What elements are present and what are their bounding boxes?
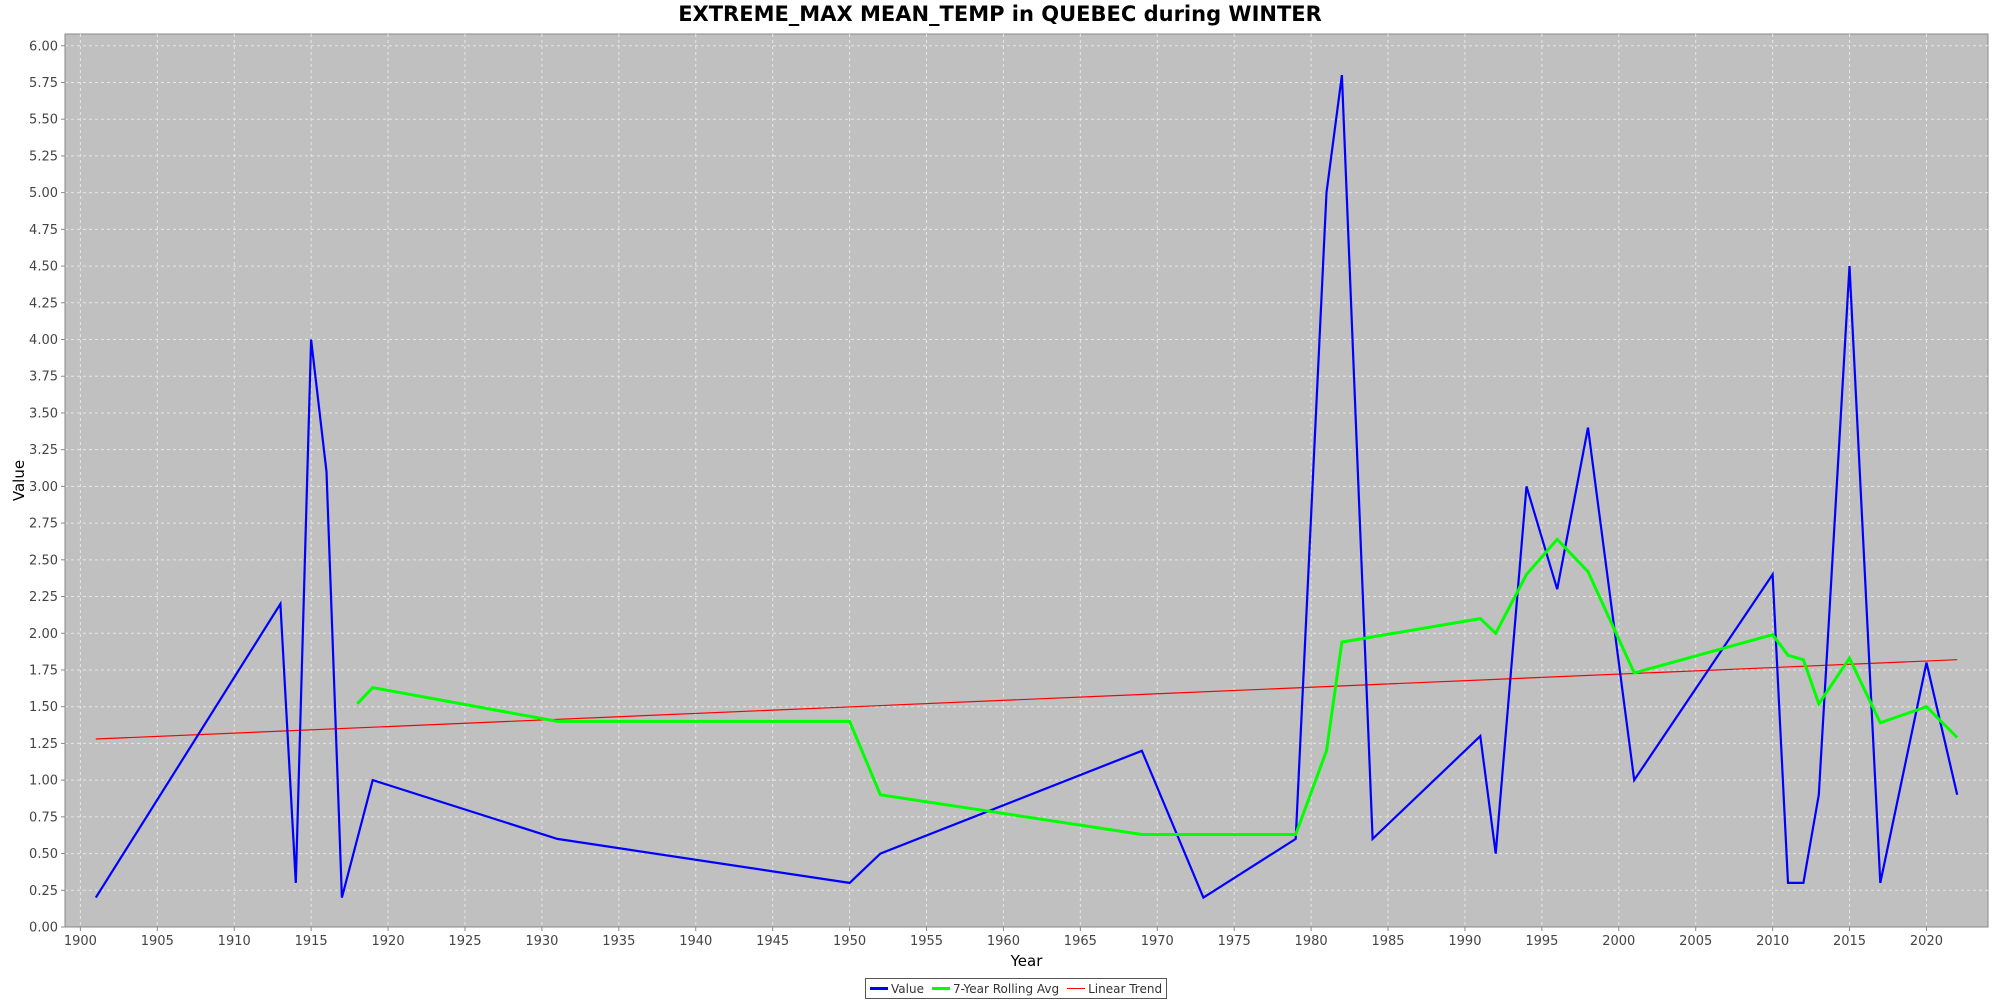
y-tick-label: 6.00	[29, 39, 58, 54]
x-tick-label: 2005	[1679, 934, 1712, 949]
x-tick-label: 1980	[1295, 934, 1328, 949]
y-tick-label: 5.25	[29, 149, 58, 164]
series-line-value	[94, 74, 1959, 900]
y-tick-label: 0.50	[29, 847, 58, 862]
x-tick-label: 1995	[1525, 934, 1558, 949]
x-tick-label: 1970	[1141, 934, 1174, 949]
x-tick-label: 1950	[833, 934, 866, 949]
legend-swatch	[931, 987, 950, 990]
legend-swatch	[870, 987, 888, 990]
y-tick-label: 3.00	[29, 480, 58, 495]
y-tick-label: 0.75	[29, 810, 58, 825]
y-tick-label: 3.50	[29, 406, 58, 421]
y-tick-label: 5.75	[29, 76, 58, 91]
x-tick-label: 1915	[295, 934, 328, 949]
x-tick-label: 1990	[1448, 934, 1481, 949]
legend-item: Value	[870, 982, 924, 996]
x-axis-label: Year	[1010, 952, 1044, 970]
chart-title: EXTREME_MAX MEAN_TEMP in QUEBEC during W…	[678, 2, 1322, 26]
x-tick-label: 2000	[1602, 934, 1635, 949]
y-tick-label: 1.75	[29, 663, 58, 678]
legend-swatch	[1067, 987, 1086, 990]
x-tick-label: 1940	[679, 934, 712, 949]
x-tick-label: 1955	[910, 934, 943, 949]
y-tick-label: 2.75	[29, 517, 58, 532]
y-tick-label: 5.50	[29, 113, 58, 128]
x-tick-label: 1960	[987, 934, 1020, 949]
y-tick-label: 1.50	[29, 700, 58, 715]
legend-item: 7-Year Rolling Avg	[931, 981, 1060, 996]
legend-label: Value	[891, 981, 924, 996]
series-layer	[94, 74, 1959, 900]
y-tick-label: 3.75	[29, 370, 58, 385]
y-tick-label: 2.00	[29, 627, 58, 642]
grid	[65, 34, 1988, 928]
x-tick-label: 1900	[64, 934, 97, 949]
x-tick-label: 1985	[1371, 934, 1404, 949]
y-tick-label: 0.00	[29, 921, 58, 936]
y-tick-label: 2.25	[29, 590, 58, 605]
x-tick-label: 2015	[1833, 934, 1866, 949]
legend: Value 7-Year Rolling Avg Linear Trend	[865, 978, 1168, 999]
x-tick-label: 1945	[756, 934, 789, 949]
y-tick-label: 2.50	[29, 553, 58, 568]
y-tick-label: 1.25	[29, 737, 58, 752]
x-tick-label: 2010	[1756, 934, 1789, 949]
x-tick-label: 1920	[372, 934, 405, 949]
legend-item: Linear Trend	[1067, 982, 1162, 996]
x-tick-label: 1965	[1064, 934, 1097, 949]
y-tick-label: 3.25	[29, 443, 58, 458]
x-tick-label: 1930	[525, 934, 558, 949]
y-tick-label: 4.25	[29, 296, 58, 311]
y-tick-label: 4.50	[29, 260, 58, 275]
x-tick-label: 2020	[1910, 934, 1943, 949]
series-line-linear-trend	[95, 659, 1958, 740]
y-tick-label: 5.00	[29, 186, 58, 201]
series-line-7-year-rolling-avg	[356, 537, 1959, 836]
y-axis-label: Value	[10, 460, 28, 501]
y-tick-label: 0.25	[29, 884, 58, 899]
x-tick-label: 1975	[1218, 934, 1251, 949]
x-tick-label: 1910	[218, 934, 251, 949]
x-tick-label: 1905	[141, 934, 174, 949]
y-tick-label: 4.00	[29, 333, 58, 348]
legend-label: Linear Trend	[1088, 981, 1163, 996]
legend-label: 7-Year Rolling Avg	[952, 981, 1060, 996]
x-tick-label: 1935	[602, 934, 635, 949]
axes: 0.00 0.25 0.50 0.75 1.00 1.25 1.50 1.75 2.00 2.25…	[29, 34, 1988, 949]
x-tick-label: 1925	[448, 934, 481, 949]
y-tick-label: 1.00	[29, 774, 58, 789]
y-tick-label: 4.75	[29, 223, 58, 238]
plot-area	[64, 33, 1989, 928]
